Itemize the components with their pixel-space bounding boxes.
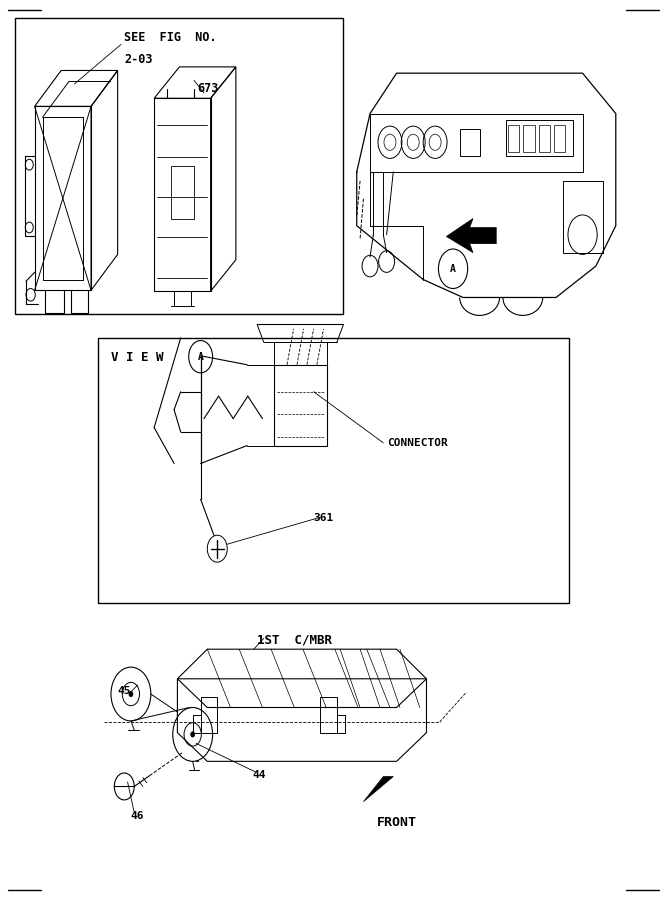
Text: 361: 361 (313, 513, 334, 523)
Bar (539, 125, 550, 152)
Polygon shape (446, 219, 496, 253)
Text: FRONT: FRONT (377, 816, 417, 829)
Text: 45: 45 (117, 686, 131, 696)
Text: V I E W: V I E W (111, 351, 163, 364)
Bar (15, 17, 344, 313)
Bar (508, 125, 520, 152)
Bar (97, 338, 570, 602)
Bar (273, 364, 327, 446)
Text: 44: 44 (253, 770, 266, 780)
Text: 673: 673 (197, 82, 219, 95)
Text: SEE  FIG  NO.: SEE FIG NO. (124, 31, 217, 44)
Text: 46: 46 (131, 811, 145, 821)
Text: 2-03: 2-03 (124, 53, 153, 67)
Text: CONNECTOR: CONNECTOR (387, 438, 448, 448)
Bar (320, 697, 337, 733)
Text: A: A (197, 352, 203, 362)
Text: 1ST  C/MBR: 1ST C/MBR (257, 634, 332, 647)
Bar (554, 125, 566, 152)
Bar (171, 166, 194, 220)
Circle shape (129, 691, 133, 697)
Bar (563, 181, 602, 253)
Polygon shape (364, 777, 394, 802)
Bar (154, 98, 211, 292)
Bar (460, 129, 480, 156)
Bar (506, 120, 573, 156)
Circle shape (191, 732, 195, 737)
Text: A: A (450, 264, 456, 274)
Bar (201, 697, 217, 733)
Bar (524, 125, 535, 152)
